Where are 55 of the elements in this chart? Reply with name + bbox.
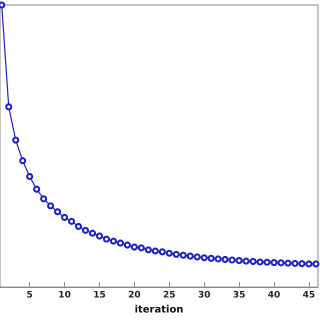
point [47,202,54,210]
x-tick-label: 20 [128,290,141,301]
point [256,258,264,266]
point [194,253,201,260]
point [264,258,271,266]
point [96,232,103,240]
point [75,222,82,230]
point [12,136,20,144]
point [305,260,312,268]
x-tick-label: 5 [26,290,33,301]
point [250,258,257,265]
point [102,236,110,243]
point [40,195,48,202]
x-tick-label: 15 [93,290,106,301]
point [158,248,166,256]
point [228,256,236,264]
x-tick-label: 25 [163,290,176,301]
point [33,186,40,193]
point [82,226,90,234]
x-tick-label: 45 [302,290,316,301]
point [172,250,180,258]
point [130,244,138,251]
x-tick-label: 35 [232,290,246,301]
point [19,157,26,164]
point [186,252,194,260]
point [68,218,76,225]
point [242,258,250,265]
x-tick-label: 10 [58,290,71,301]
point [144,246,152,254]
point [214,255,222,262]
point [138,244,145,252]
point [54,208,62,216]
point [26,173,34,180]
point [236,257,243,264]
point [89,230,96,237]
point [152,247,159,254]
point [116,240,124,247]
point [61,214,68,221]
point [291,260,298,267]
point [312,260,320,268]
x-axis-title: iteration [134,304,184,316]
point [5,103,12,110]
point [284,260,292,267]
x-tick-label: 40 [268,290,280,301]
point [180,252,187,259]
point [298,260,306,268]
point [110,238,117,245]
x-tick-label: 30 [198,290,210,301]
point [222,256,229,263]
point [166,250,173,257]
point [278,259,284,266]
point [208,254,215,262]
point [124,242,131,249]
point [200,254,208,262]
point [270,259,278,266]
